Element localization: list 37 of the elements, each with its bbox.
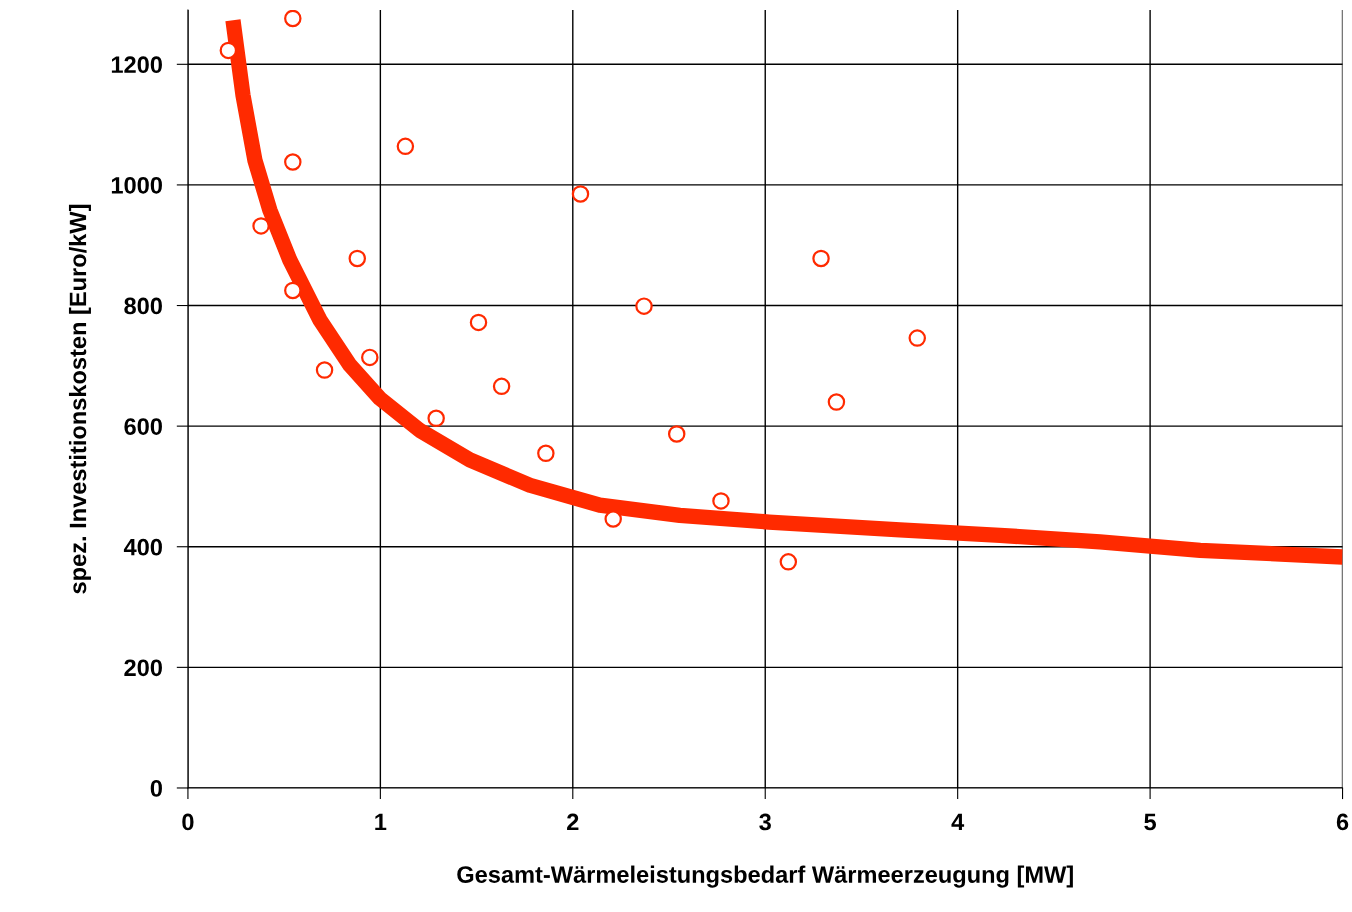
point bbox=[348, 249, 367, 268]
point bbox=[827, 393, 846, 411]
point bbox=[469, 313, 488, 332]
y-tick-label: 1200 bbox=[111, 56, 162, 74]
point bbox=[315, 361, 334, 379]
point bbox=[361, 348, 379, 367]
point bbox=[427, 409, 445, 428]
y-tick-label: 1000 bbox=[111, 176, 162, 194]
point bbox=[284, 10, 302, 28]
x-tick-label: 0 bbox=[182, 813, 194, 831]
point bbox=[667, 425, 686, 443]
point bbox=[284, 281, 302, 300]
point bbox=[604, 510, 622, 528]
x-tick-label: 3 bbox=[759, 813, 771, 831]
point bbox=[571, 185, 590, 203]
x-tick-label: 5 bbox=[1144, 813, 1157, 831]
point bbox=[492, 377, 511, 396]
point bbox=[779, 553, 798, 571]
point bbox=[712, 492, 730, 510]
point bbox=[537, 444, 555, 463]
x-axis-title: Gesamt-Wärmeleistungsbedarf Wärmeerzeugung [MW] bbox=[457, 865, 1073, 888]
y-tick-label: 800 bbox=[124, 297, 162, 315]
y-tick-label: 400 bbox=[123, 538, 162, 556]
point bbox=[812, 249, 830, 268]
point bbox=[635, 297, 653, 315]
x-tick-label: 2 bbox=[567, 813, 579, 831]
point bbox=[284, 153, 302, 171]
x-tick-label: 1 bbox=[375, 813, 387, 831]
y-tick-label: 200 bbox=[124, 659, 162, 677]
x-tick-label: 4 bbox=[951, 813, 965, 831]
point bbox=[396, 137, 415, 156]
point bbox=[252, 217, 270, 235]
x-tick-label: 6 bbox=[1336, 813, 1349, 831]
y-axis-title: spez. Investitionskosten [Euro/kW] bbox=[68, 204, 91, 594]
point bbox=[908, 329, 926, 347]
y-tick-label: 600 bbox=[124, 418, 162, 435]
y-tick-label: 0 bbox=[150, 780, 162, 797]
